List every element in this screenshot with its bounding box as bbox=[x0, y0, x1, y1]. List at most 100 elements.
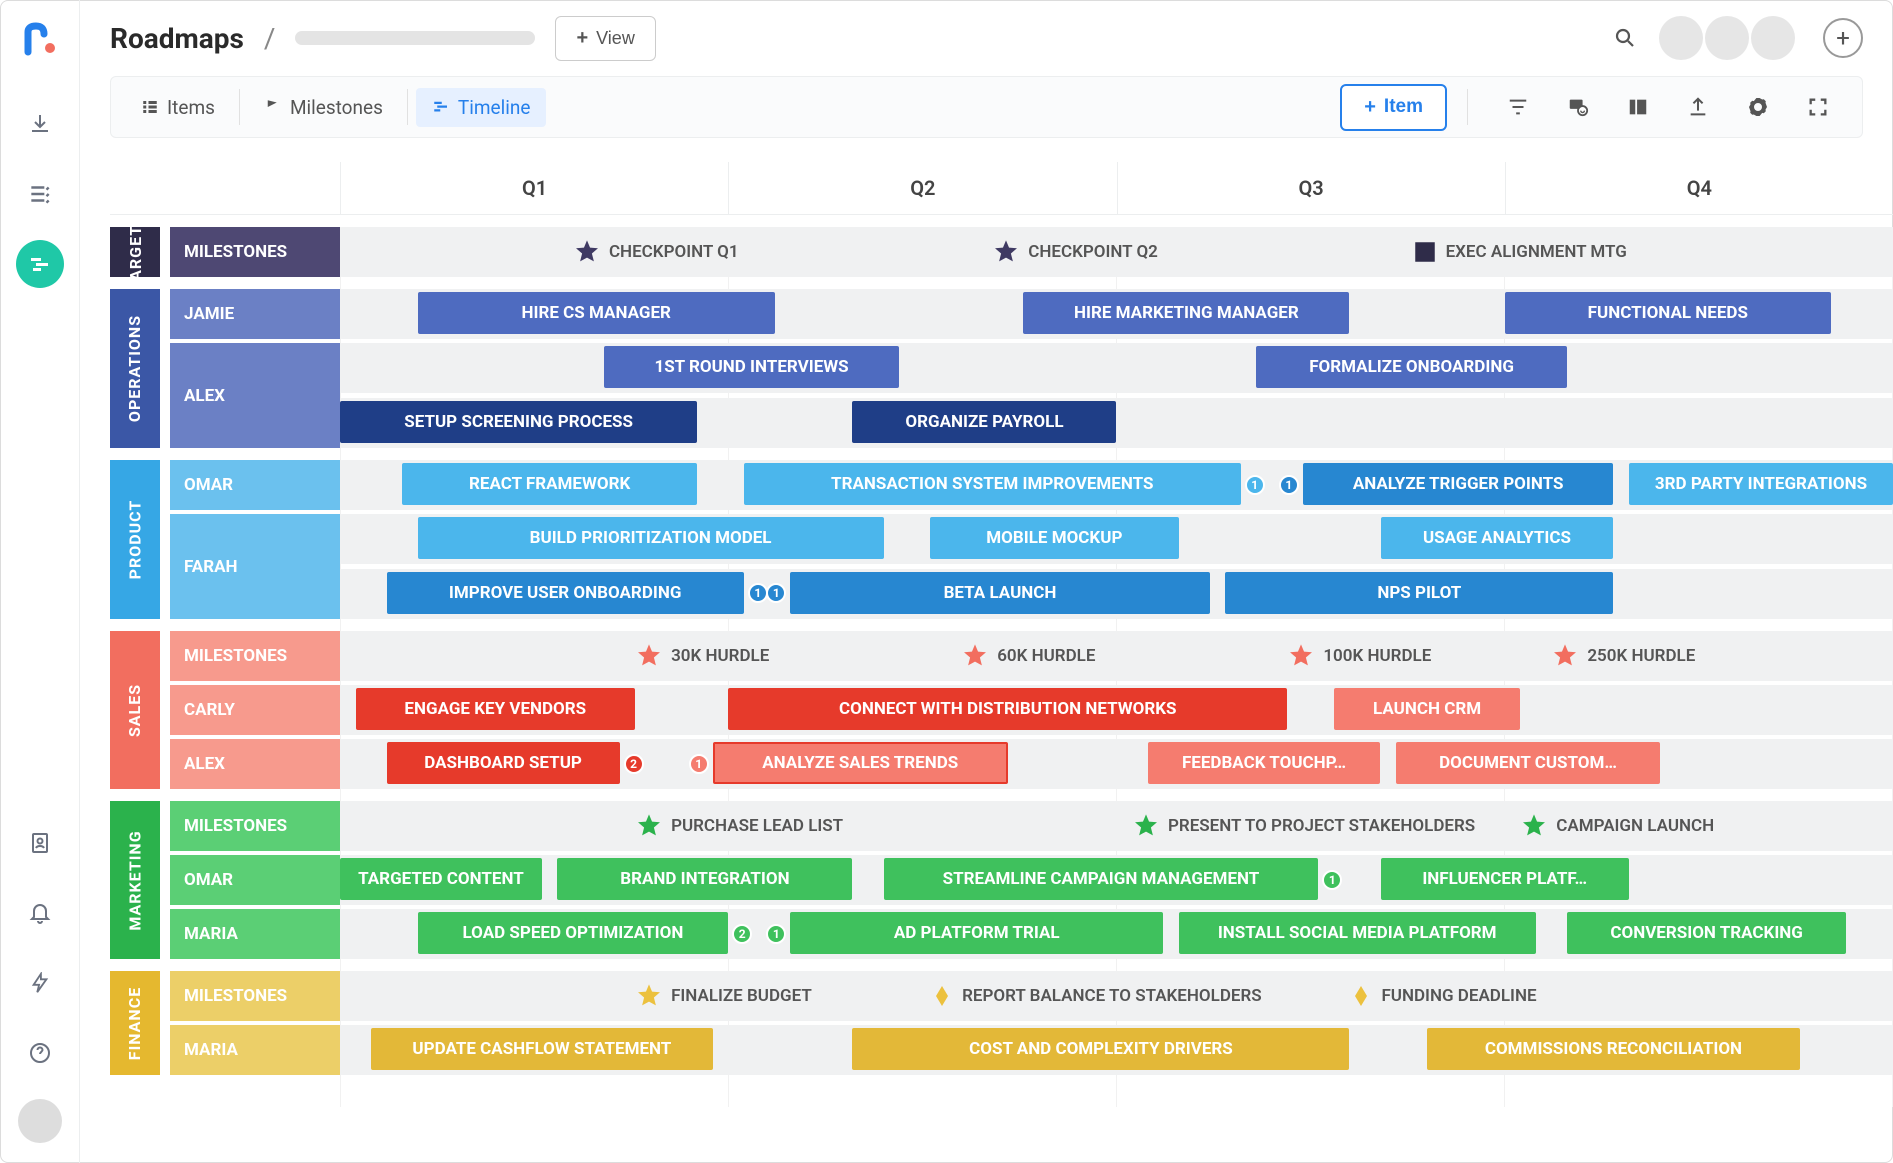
help-icon[interactable] bbox=[16, 1029, 64, 1077]
avatar-placeholder[interactable] bbox=[1751, 16, 1795, 60]
row-label[interactable]: OMAR bbox=[170, 855, 340, 905]
milestone[interactable]: 250K HURDLE bbox=[1551, 631, 1695, 681]
tab-items[interactable]: Items bbox=[125, 88, 231, 127]
milestone[interactable]: REPORT BALANCE TO STAKEHOLDERS bbox=[930, 971, 1262, 1021]
task-bar[interactable]: REACT FRAMEWORK bbox=[402, 463, 697, 505]
row-label[interactable]: MARIA bbox=[170, 1025, 340, 1075]
dependency-badge[interactable]: 1 bbox=[689, 754, 709, 774]
task-bar[interactable]: USAGE ANALYTICS bbox=[1381, 517, 1614, 559]
add-item-button[interactable]: + Item bbox=[1340, 84, 1447, 131]
tab-milestones[interactable]: Milestones bbox=[248, 88, 399, 127]
milestone[interactable]: CHECKPOINT Q2 bbox=[992, 227, 1158, 277]
task-bar[interactable]: DASHBOARD SETUP bbox=[387, 742, 620, 784]
milestone[interactable]: CAMPAIGN LAUNCH bbox=[1520, 801, 1714, 851]
task-bar[interactable]: AD PLATFORM TRIAL bbox=[790, 912, 1163, 954]
task-bar[interactable]: FEEDBACK TOUCHP… bbox=[1148, 742, 1381, 784]
export-icon[interactable] bbox=[1684, 93, 1712, 121]
row-label[interactable]: ALEX bbox=[170, 343, 340, 448]
row-label[interactable]: MILESTONES bbox=[170, 971, 340, 1021]
task-bar[interactable]: FORMALIZE ONBOARDING bbox=[1256, 346, 1567, 388]
task-bar[interactable]: 3RD PARTY INTEGRATIONS bbox=[1629, 463, 1893, 505]
task-bar[interactable]: STREAMLINE CAMPAIGN MANAGEMENT bbox=[884, 858, 1319, 900]
task-bar[interactable]: HIRE MARKETING MANAGER bbox=[1023, 292, 1349, 334]
task-bar[interactable]: ORGANIZE PAYROLL bbox=[852, 401, 1116, 443]
timeline-nav-icon[interactable] bbox=[16, 240, 64, 288]
task-bar[interactable]: UPDATE CASHFLOW STATEMENT bbox=[371, 1028, 713, 1070]
task-bar[interactable]: INFLUENCER PLATF… bbox=[1381, 858, 1629, 900]
milestone[interactable]: PURCHASE LEAD LIST bbox=[635, 801, 843, 851]
task-bar[interactable]: BETA LAUNCH bbox=[790, 572, 1209, 614]
row-label[interactable]: CARLY bbox=[170, 685, 340, 735]
row-label[interactable]: MARIA bbox=[170, 909, 340, 959]
row-label[interactable]: OMAR bbox=[170, 460, 340, 510]
filter-icon[interactable] bbox=[1504, 93, 1532, 121]
task-bar[interactable]: TRANSACTION SYSTEM IMPROVEMENTS bbox=[744, 463, 1241, 505]
dependency-badge[interactable]: 1 bbox=[1245, 475, 1265, 495]
task-bar[interactable]: ANALYZE TRIGGER POINTS bbox=[1303, 463, 1614, 505]
row-label[interactable]: JAMIE bbox=[170, 289, 340, 339]
milestone[interactable]: 100K HURDLE bbox=[1287, 631, 1431, 681]
category-label[interactable]: PRODUCT bbox=[110, 460, 160, 619]
milestone[interactable]: FUNDING DEADLINE bbox=[1349, 971, 1536, 1021]
search-icon[interactable] bbox=[1611, 24, 1639, 52]
category-label[interactable]: FINANCE bbox=[110, 971, 160, 1075]
task-bar[interactable]: BUILD PRIORITIZATION MODEL bbox=[418, 517, 884, 559]
dependency-badge[interactable]: 1 bbox=[766, 583, 786, 603]
row-label[interactable]: MILESTONES bbox=[170, 227, 340, 277]
task-bar[interactable]: BRAND INTEGRATION bbox=[557, 858, 852, 900]
user-avatar[interactable] bbox=[18, 1099, 62, 1143]
task-bar[interactable]: FUNCTIONAL NEEDS bbox=[1505, 292, 1831, 334]
task-bar[interactable]: LOAD SPEED OPTIMIZATION bbox=[418, 912, 729, 954]
milestone[interactable]: 60K HURDLE bbox=[961, 631, 1095, 681]
dependency-badge[interactable]: 1 bbox=[748, 583, 768, 603]
category-label[interactable]: MARKETING bbox=[110, 801, 160, 959]
task-bar[interactable]: CONVERSION TRACKING bbox=[1567, 912, 1847, 954]
dependency-badge[interactable]: 2 bbox=[732, 924, 752, 944]
list-icon[interactable] bbox=[16, 170, 64, 218]
row-label[interactable]: MILESTONES bbox=[170, 631, 340, 681]
columns-icon[interactable] bbox=[1624, 93, 1652, 121]
milestone[interactable]: PRESENT TO PROJECT STAKEHOLDERS bbox=[1132, 801, 1475, 851]
dependency-badge[interactable]: 1 bbox=[1322, 870, 1342, 890]
milestone[interactable]: CHECKPOINT Q1 bbox=[573, 227, 739, 277]
view-button[interactable]: + View bbox=[555, 16, 655, 61]
fullscreen-icon[interactable] bbox=[1804, 93, 1832, 121]
bell-icon[interactable] bbox=[16, 889, 64, 937]
row-label[interactable]: ALEX bbox=[170, 739, 340, 789]
milestone[interactable]: FINALIZE BUDGET bbox=[635, 971, 812, 1021]
dependency-badge[interactable]: 1 bbox=[1279, 475, 1299, 495]
task-bar[interactable]: DOCUMENT CUSTOM… bbox=[1396, 742, 1660, 784]
dependency-badge[interactable]: 1 bbox=[766, 924, 786, 944]
import-icon[interactable] bbox=[16, 100, 64, 148]
gear-icon[interactable] bbox=[1744, 93, 1772, 121]
task-bar[interactable]: TARGETED CONTENT bbox=[340, 858, 542, 900]
task-bar[interactable]: NPS PILOT bbox=[1225, 572, 1613, 614]
task-bar[interactable]: LAUNCH CRM bbox=[1334, 688, 1520, 730]
task-bar[interactable]: INSTALL SOCIAL MEDIA PLATFORM bbox=[1179, 912, 1536, 954]
task-bar[interactable]: CONNECT WITH DISTRIBUTION NETWORKS bbox=[728, 688, 1287, 730]
bolt-icon[interactable] bbox=[16, 959, 64, 1007]
task-bar[interactable]: IMPROVE USER ONBOARDING bbox=[387, 572, 744, 614]
category-label[interactable]: SALES bbox=[110, 631, 160, 789]
milestone[interactable]: 30K HURDLE bbox=[635, 631, 769, 681]
task-bar[interactable]: SETUP SCREENING PROCESS bbox=[340, 401, 697, 443]
task-bar[interactable]: ENGAGE KEY VENDORS bbox=[356, 688, 636, 730]
avatar-placeholder[interactable] bbox=[1705, 16, 1749, 60]
row-label[interactable]: FARAH bbox=[170, 514, 340, 619]
contacts-icon[interactable] bbox=[16, 819, 64, 867]
task-bar[interactable]: MOBILE MOCKUP bbox=[930, 517, 1178, 559]
category-label[interactable]: OPERATIONS bbox=[110, 289, 160, 448]
tab-timeline[interactable]: Timeline bbox=[416, 88, 547, 127]
task-bar[interactable]: COST AND COMPLEXITY DRIVERS bbox=[852, 1028, 1349, 1070]
milestone[interactable]: EXEC ALIGNMENT MTG bbox=[1412, 227, 1627, 277]
task-bar[interactable]: 1ST ROUND INTERVIEWS bbox=[604, 346, 899, 388]
add-collaborator-button[interactable]: + bbox=[1823, 18, 1863, 58]
link-icon[interactable] bbox=[1564, 93, 1592, 121]
category-label[interactable]: TARGETS bbox=[110, 227, 160, 277]
row-label[interactable]: MILESTONES bbox=[170, 801, 340, 851]
avatar-placeholder[interactable] bbox=[1659, 16, 1703, 60]
task-bar[interactable]: HIRE CS MANAGER bbox=[418, 292, 775, 334]
dependency-badge[interactable]: 2 bbox=[624, 754, 644, 774]
task-bar[interactable]: COMMISSIONS RECONCILIATION bbox=[1427, 1028, 1800, 1070]
task-bar[interactable]: ANALYZE SALES TRENDS bbox=[713, 742, 1008, 784]
